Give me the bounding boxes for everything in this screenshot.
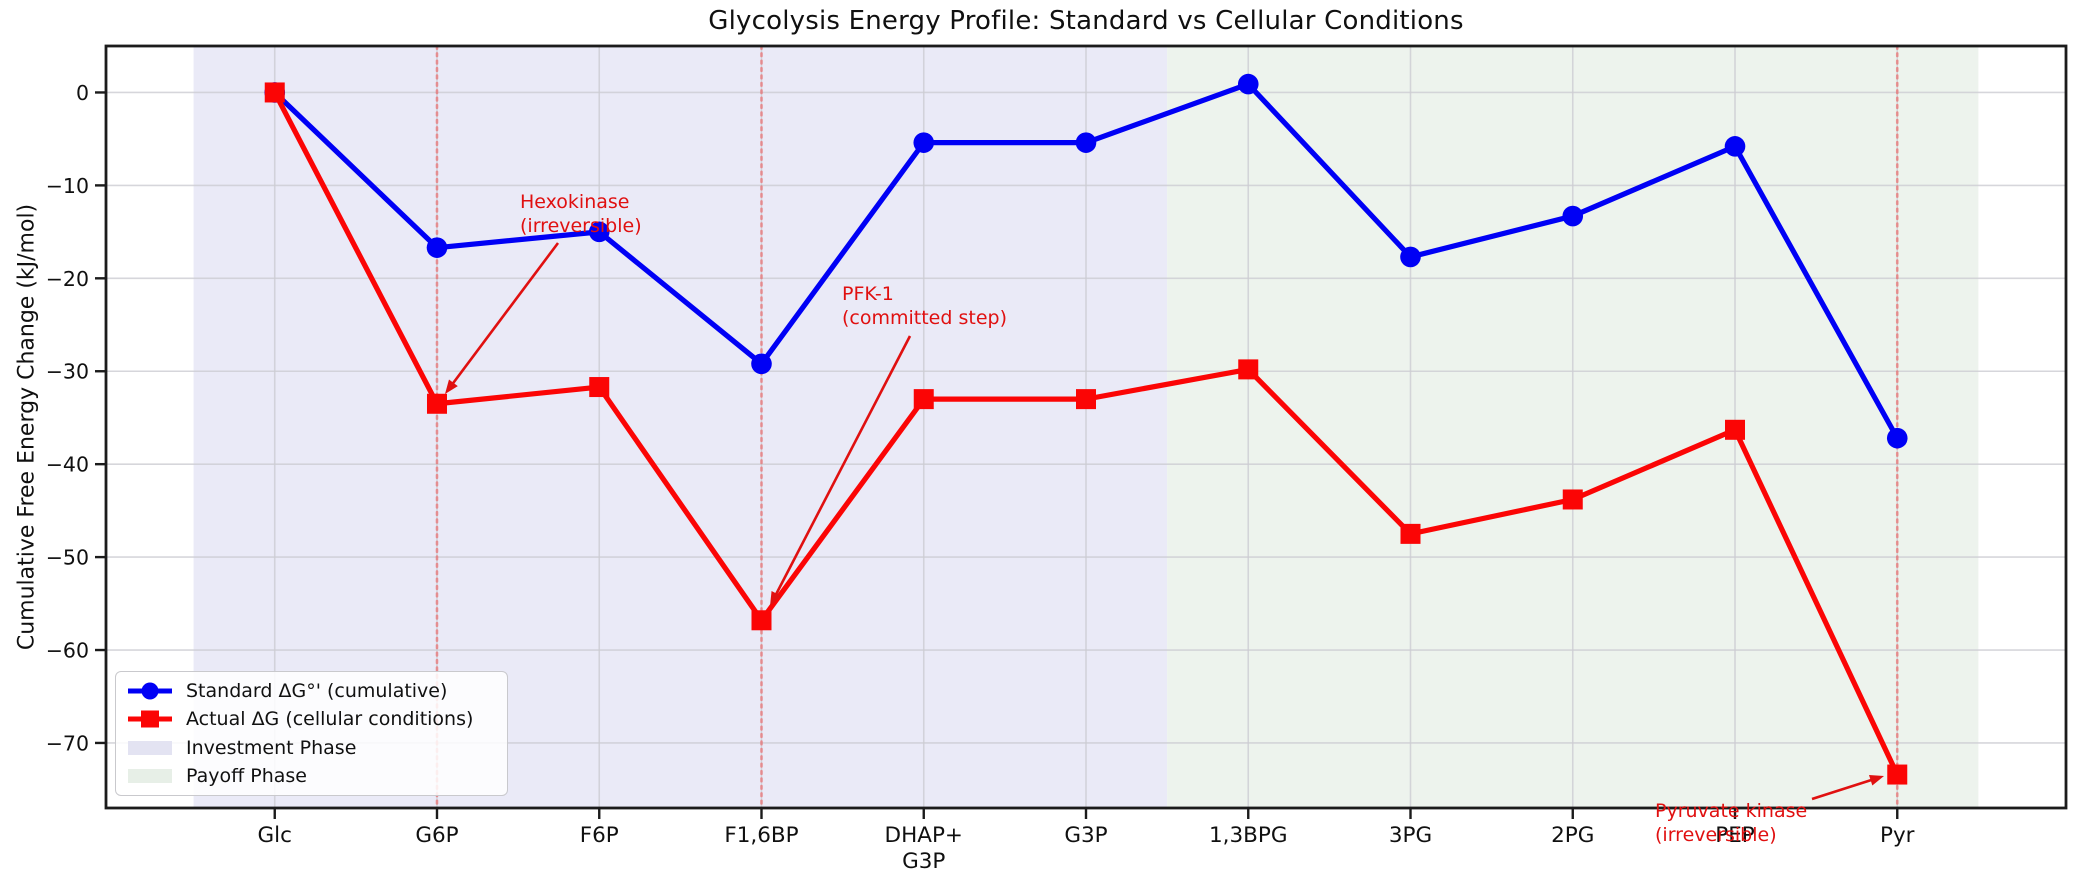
- legend-line-circle-swatch: [128, 682, 172, 700]
- annotation-text: Pyruvate kinase: [1655, 800, 1807, 822]
- x-tick-label: 1,3BPG: [1209, 823, 1288, 848]
- series-actual-marker: [1400, 523, 1421, 544]
- annotation-text: Hexokinase: [520, 191, 629, 213]
- annotation-arrow-head: [770, 591, 782, 606]
- y-tick-label: 0: [76, 81, 89, 105]
- series-standard-marker: [1237, 73, 1259, 95]
- series-actual-marker: [426, 393, 447, 414]
- legend-label: Payoff Phase: [186, 764, 307, 787]
- y-tick-label: −60: [46, 639, 89, 663]
- legend-label: Investment Phase: [186, 736, 357, 759]
- legend-patch-swatch: [128, 768, 172, 783]
- annotation-arrow-line: [773, 335, 912, 598]
- y-tick-label: −20: [46, 267, 89, 291]
- annotation-text: (irreversible): [520, 215, 642, 237]
- legend-item-actual: Actual ΔG (cellular conditions): [126, 705, 497, 733]
- series-standard-marker: [1562, 205, 1584, 227]
- series-standard-marker: [1075, 132, 1097, 153]
- series-standard-marker: [1724, 136, 1746, 157]
- annotation-text: PFK-1: [842, 283, 894, 305]
- series-standard-marker: [751, 353, 772, 375]
- annotation-arrow-line: [449, 242, 560, 387]
- annotation-arrow-head: [445, 379, 458, 394]
- series-standard-marker: [913, 132, 935, 153]
- legend-line-square-swatch: [128, 710, 172, 728]
- annotation-text: (committed step): [842, 307, 1007, 329]
- series-actual-marker: [1238, 359, 1259, 380]
- x-tick-label: F6P: [580, 823, 619, 848]
- legend-label: Standard ΔG°' (cumulative): [186, 680, 448, 703]
- series-actual-marker: [1562, 489, 1583, 510]
- x-tick-label: DHAP+: [885, 823, 963, 848]
- legend-item-payoff-phase: Payoff Phase: [126, 762, 497, 790]
- x-tick-label: Pyr: [1880, 823, 1915, 848]
- x-tick-label: 3PG: [1389, 823, 1432, 848]
- x-tick-label: F1,6BP: [724, 823, 798, 848]
- series-standard-marker: [588, 221, 610, 243]
- x-tick-label: G3P: [902, 849, 945, 874]
- legend: Standard ΔG°' (cumulative) Actual ΔG (ce…: [115, 671, 508, 796]
- x-tick-label: G6P: [415, 823, 458, 848]
- annotation-arrow-line: [1811, 777, 1875, 801]
- y-axis-label: Cumulative Free Energy Change (kJ/mol): [14, 203, 40, 651]
- x-tick-label: PEP: [1715, 823, 1755, 848]
- y-tick-label: −30: [46, 360, 89, 384]
- y-tick-label: −40: [46, 453, 89, 477]
- x-tick-label: 2PG: [1551, 823, 1594, 848]
- annotation-text: (irreversible): [1655, 824, 1777, 846]
- series-standard-marker: [1400, 246, 1421, 268]
- series-actual-marker: [264, 82, 285, 103]
- legend-item-investment-phase: Investment Phase: [126, 734, 497, 762]
- x-tick-label: G3P: [1064, 823, 1107, 848]
- series-actual-marker: [751, 610, 772, 631]
- x-tick-label: Glc: [258, 823, 292, 848]
- legend-item-standard: Standard ΔG°' (cumulative): [126, 677, 497, 705]
- series-actual-marker: [589, 377, 610, 398]
- chart-title: Glycolysis Energy Profile: Standard vs C…: [708, 6, 1464, 36]
- series-actual-marker: [1725, 419, 1746, 440]
- series-standard-marker: [1886, 427, 1908, 449]
- y-tick-label: −50: [46, 546, 89, 570]
- series-actual-marker: [1887, 764, 1908, 785]
- y-tick-label: −10: [46, 174, 89, 198]
- series-actual-marker: [913, 389, 934, 410]
- y-tick-label: −70: [46, 731, 89, 755]
- annotation-arrow-head: [1868, 775, 1884, 786]
- series-actual-marker: [1076, 389, 1096, 410]
- legend-patch-swatch: [128, 740, 172, 755]
- series-standard-marker: [426, 237, 448, 258]
- legend-label: Actual ΔG (cellular conditions): [186, 708, 474, 731]
